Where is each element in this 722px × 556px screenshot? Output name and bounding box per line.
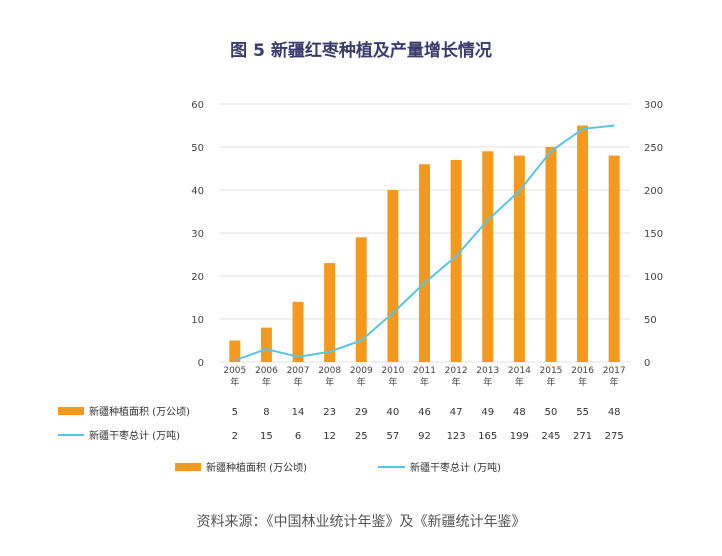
x-tick-label: 2010 年 [381,366,404,388]
x-tick-label: 2012 年 [445,366,468,388]
y-axis-left: 0 10 20 30 40 50 60 [191,100,204,369]
table-cell: 50 [545,407,558,418]
bar [450,159,462,362]
x-tick-label: 2016 年 [571,366,594,388]
bar [324,263,336,362]
y-left-tick-label: 60 [191,100,204,111]
table-cell: 49 [481,407,494,418]
y-left-tick-label: 10 [191,315,204,326]
x-tick-label: 2009 年 [350,366,373,388]
bar [292,301,304,362]
y-right-tick-label: 250 [644,143,663,154]
table-cell: 165 [478,431,497,442]
x-tick-label: 2008 年 [318,366,341,388]
x-tick-label: 2005 年 [223,366,246,388]
table-row-label: 新疆干枣总计 (万吨) [89,429,180,442]
table-row-label: 新疆种植面积 (万公顷) [89,405,190,418]
x-tick-label: 2013 年 [476,366,499,388]
table-cell: 40 [387,407,400,418]
table-cell: 5 [232,407,238,418]
bar [513,155,525,362]
y-left-tick-label: 30 [191,229,204,240]
table-cell: 47 [450,407,463,418]
table-cell: 271 [573,431,592,442]
x-tick-label: 2017 年 [603,366,626,388]
table-cell: 48 [513,407,526,418]
x-tick-label: 2006 年 [255,366,278,388]
table-cell: 123 [447,431,466,442]
x-axis: 2005 年 2006 年 2007 年 2008 年 2009 年 2010 年 2011 年 2012 年… [223,366,625,388]
table-cell: 48 [608,407,621,418]
y-left-tick-label: 40 [191,186,204,197]
legend-label: 新疆种植面积 (万公顷) [206,461,307,474]
y-left-tick-label: 0 [198,358,204,369]
table-cell: 8 [263,407,269,418]
table-cell: 6 [295,431,301,442]
table-cell: 23 [323,407,336,418]
table-cell: 245 [541,431,560,442]
legend-label: 新疆干枣总计 (万吨) [410,461,501,474]
x-tick-label: 2015 年 [540,366,563,388]
x-tick-label: 2007 年 [287,366,310,388]
y-right-tick-label: 300 [644,100,663,111]
table-cell: 2 [232,431,238,442]
table-cell: 12 [323,431,336,442]
y-axis-right: 0 50 100 150 200 250 300 [644,100,663,369]
bar [419,164,430,362]
table-key-bar [58,407,84,415]
bar [229,340,241,362]
table-cell: 46 [418,407,431,418]
table-cell: 14 [292,407,305,418]
table-cell: 57 [387,431,400,442]
bar [577,125,589,362]
table-cell: 55 [576,407,589,418]
bar-series [229,125,620,362]
y-right-tick-label: 150 [644,229,663,240]
x-tick-label: 2011 年 [413,366,436,388]
bar [355,237,367,362]
source-note: 资料来源：《中国林业统计年鉴》及《新疆统计年鉴》 [197,514,526,530]
chart-legend: 新疆种植面积 (万公顷) 新疆干枣总计 (万吨) [175,461,501,474]
y-right-tick-label: 0 [644,358,650,369]
bar [482,151,494,362]
table-cell: 92 [418,431,431,442]
table-cell: 275 [605,431,624,442]
y-right-tick-label: 200 [644,186,663,197]
y-left-tick-label: 20 [191,272,204,283]
table-cell: 15 [260,431,273,442]
table-cell: 199 [510,431,529,442]
table-cell: 25 [355,431,368,442]
bar [260,327,272,362]
line-series [234,124,615,362]
bar [608,155,620,362]
data-table: 新疆种植面积 (万公顷) 5 8 14 23 29 40 46 47 49 48 50 55 48 新疆干枣… [58,405,624,442]
y-right-tick-label: 50 [644,315,657,326]
table-cell: 29 [355,407,368,418]
bar [387,190,399,362]
y-right-tick-label: 100 [644,272,663,283]
bar [545,147,557,362]
legend-swatch-bar [175,463,201,471]
y-left-tick-label: 50 [191,143,204,154]
x-tick-label: 2014 年 [508,366,531,388]
line-path [234,124,615,362]
chart-title: 图 5 新疆红枣种植及产量增长情况 [230,40,492,61]
